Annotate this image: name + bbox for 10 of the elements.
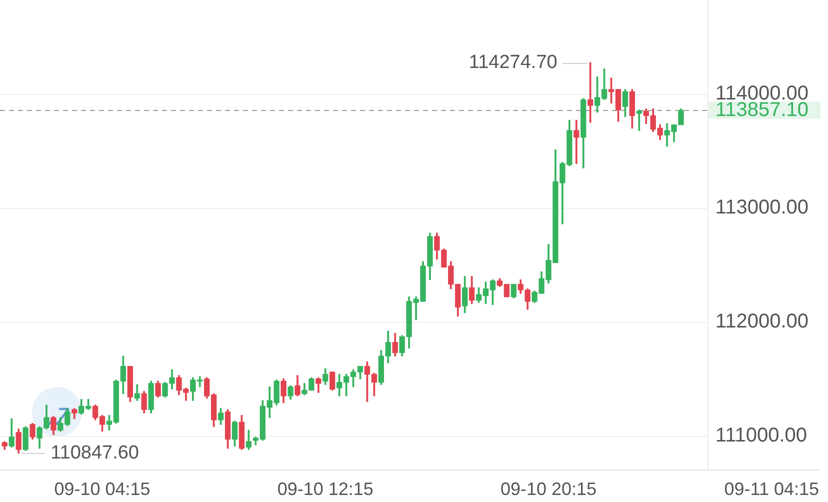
annotation: 114274.70 (468, 52, 558, 73)
x-tick-label: 09-10 04:15 (54, 478, 150, 499)
y-tick-label: 113000.00 (715, 196, 808, 218)
x-tick-label: 09-11 04:15 (724, 478, 819, 499)
y-tick-label: 111000.00 (715, 424, 808, 446)
y-tick-label: 112000.00 (715, 310, 808, 332)
candlestick (588, 62, 594, 123)
x-tick-label: 09-10 20:15 (500, 478, 597, 499)
annotation: 110847.60 (50, 442, 139, 464)
x-tick-label: 09-10 12:15 (277, 478, 374, 499)
